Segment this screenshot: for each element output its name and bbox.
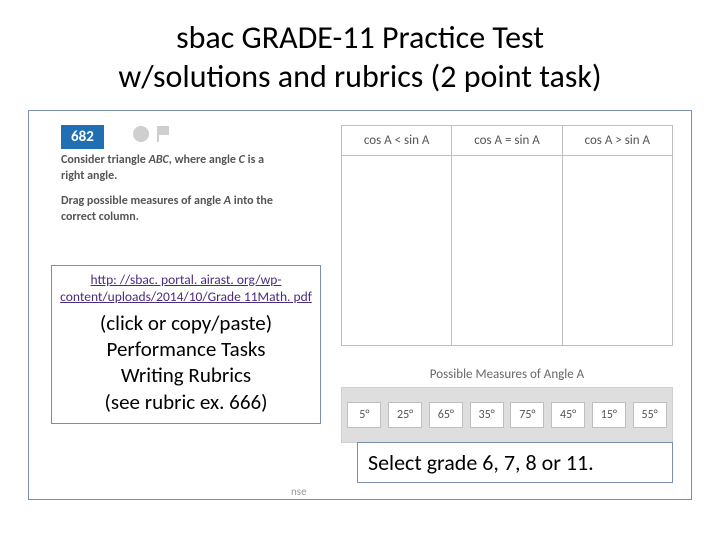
info-icon xyxy=(133,126,149,142)
col-header-2: cos A = sin A xyxy=(452,126,562,156)
sub-line-3: Writing Rubrics xyxy=(60,362,312,388)
drop-zone-1[interactable] xyxy=(342,156,452,346)
q-p2-pre: Drag possible measures of angle xyxy=(61,194,224,208)
q-p2-a: A xyxy=(224,194,231,208)
col-header-1: cos A < sin A xyxy=(342,126,452,156)
q-p1-pre: Consider triangle xyxy=(61,153,149,167)
q-p1-abc: ABC xyxy=(149,153,169,167)
angle-chip[interactable]: 25° xyxy=(388,402,422,428)
col-header-3: cos A > sin A xyxy=(562,126,672,156)
answer-columns-table: cos A < sin A cos A = sin A cos A > sin … xyxy=(341,125,673,346)
q-p1-mid: , where angle xyxy=(169,153,239,167)
title-line-2: w/solutions and rubrics (2 point task) xyxy=(40,57,680,96)
cut-off-text: nse xyxy=(291,485,307,498)
sub-line-4: (see rubric ex. 666) xyxy=(60,389,312,415)
sub-line-2: Performance Tasks xyxy=(60,336,312,362)
angle-chip[interactable]: 75° xyxy=(510,402,544,428)
drop-zone-2[interactable] xyxy=(452,156,562,346)
flag-icon xyxy=(157,126,171,142)
angle-chip[interactable]: 55° xyxy=(633,402,667,428)
question-number-badge: 682 xyxy=(61,125,104,149)
link-box: http: //sbac. portal. airast. org/wp-con… xyxy=(51,265,321,424)
sub-line-1: (click or copy/paste) xyxy=(60,310,312,336)
angle-chip[interactable]: 35° xyxy=(470,402,504,428)
question-text: Consider triangle ABC, where angle C is … xyxy=(61,153,281,225)
title-block: sbac GRADE-11 Practice Test w/solutions … xyxy=(0,0,720,104)
angle-chip[interactable]: 15° xyxy=(592,402,626,428)
grade-note-box: Select grade 6, 7, 8 or 11. xyxy=(357,442,673,483)
angle-chip[interactable]: 5° xyxy=(347,402,381,428)
question-icons xyxy=(133,126,171,142)
drop-zone-3[interactable] xyxy=(562,156,672,346)
grade-note: Select grade 6, 7, 8 or 11. xyxy=(368,449,594,476)
measures-label: Possible Measures of Angle A xyxy=(341,367,673,382)
main-frame: 682 Consider triangle ABC, where angle C… xyxy=(28,110,692,500)
measures-row: 5° 25° 65° 35° 75° 45° 15° 55° xyxy=(341,387,673,443)
title-line-1: sbac GRADE-11 Practice Test xyxy=(40,18,680,57)
angle-chip[interactable]: 65° xyxy=(429,402,463,428)
sub-block: (click or copy/paste) Performance Tasks … xyxy=(60,310,312,415)
resource-link[interactable]: http: //sbac. portal. airast. org/wp-con… xyxy=(60,272,312,306)
angle-chip[interactable]: 45° xyxy=(551,402,585,428)
